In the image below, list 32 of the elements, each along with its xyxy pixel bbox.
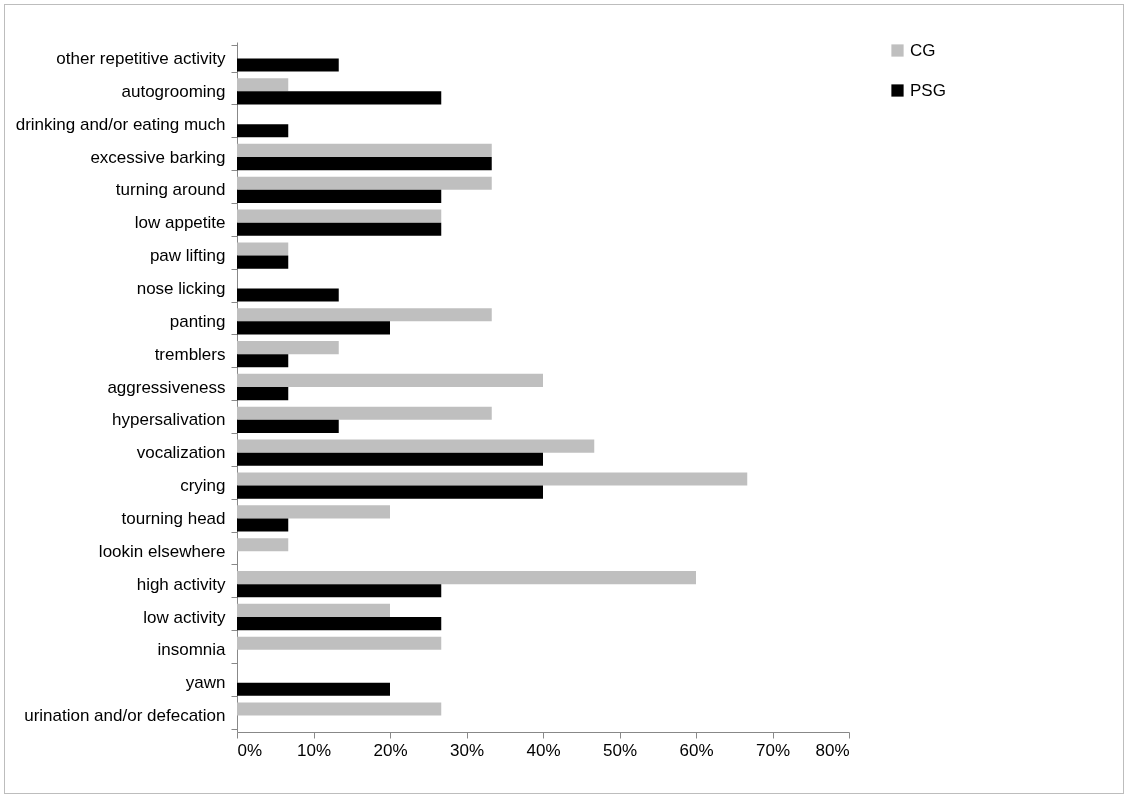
y-tick-label: vocalization [136, 443, 226, 463]
y-tick-label: drinking and/or eating much [15, 114, 226, 134]
y-tick-label: urination and/or defecation [24, 706, 226, 726]
x-tick-label: 50% [602, 740, 638, 760]
y-tick-label: high activity [136, 574, 226, 594]
y-tick-label: low activity [143, 607, 226, 627]
y-tick-label: aggressiveness [107, 377, 226, 397]
x-tick-label: 20% [373, 740, 408, 760]
y-tick-label: excessive barking [90, 147, 226, 167]
y-tick-label: autogrooming [121, 81, 226, 101]
y-tick-label: crying [180, 476, 226, 496]
y-tick-label: tremblers [154, 344, 226, 364]
x-tick-label: 40% [526, 740, 561, 760]
y-tick-label: low appetite [134, 213, 226, 233]
y-tick-label: turning around [115, 180, 226, 200]
x-tick-label: 60% [679, 740, 714, 760]
x-tick-label: 30% [449, 740, 485, 760]
y-tick-label: other repetitive activity [56, 48, 226, 68]
legend-label: PSG [910, 80, 946, 100]
y-tick-label: nose licking [136, 278, 226, 298]
x-tick-label: 80% [815, 740, 850, 760]
y-tick-label: insomnia [157, 640, 227, 660]
y-tick-label: paw lifting [149, 246, 226, 266]
x-tick-label: 70% [755, 740, 791, 760]
x-tick-label: 10% [296, 740, 332, 760]
y-tick-label: yawn [185, 673, 226, 693]
y-tick-label: lookin elsewhere [98, 541, 226, 561]
y-tick-label: tourning head [121, 508, 226, 528]
y-tick-label: hypersalivation [112, 410, 226, 430]
y-tick-label: panting [169, 311, 226, 331]
x-tick-label: 0% [237, 740, 263, 760]
legend-label: CG [910, 40, 936, 60]
